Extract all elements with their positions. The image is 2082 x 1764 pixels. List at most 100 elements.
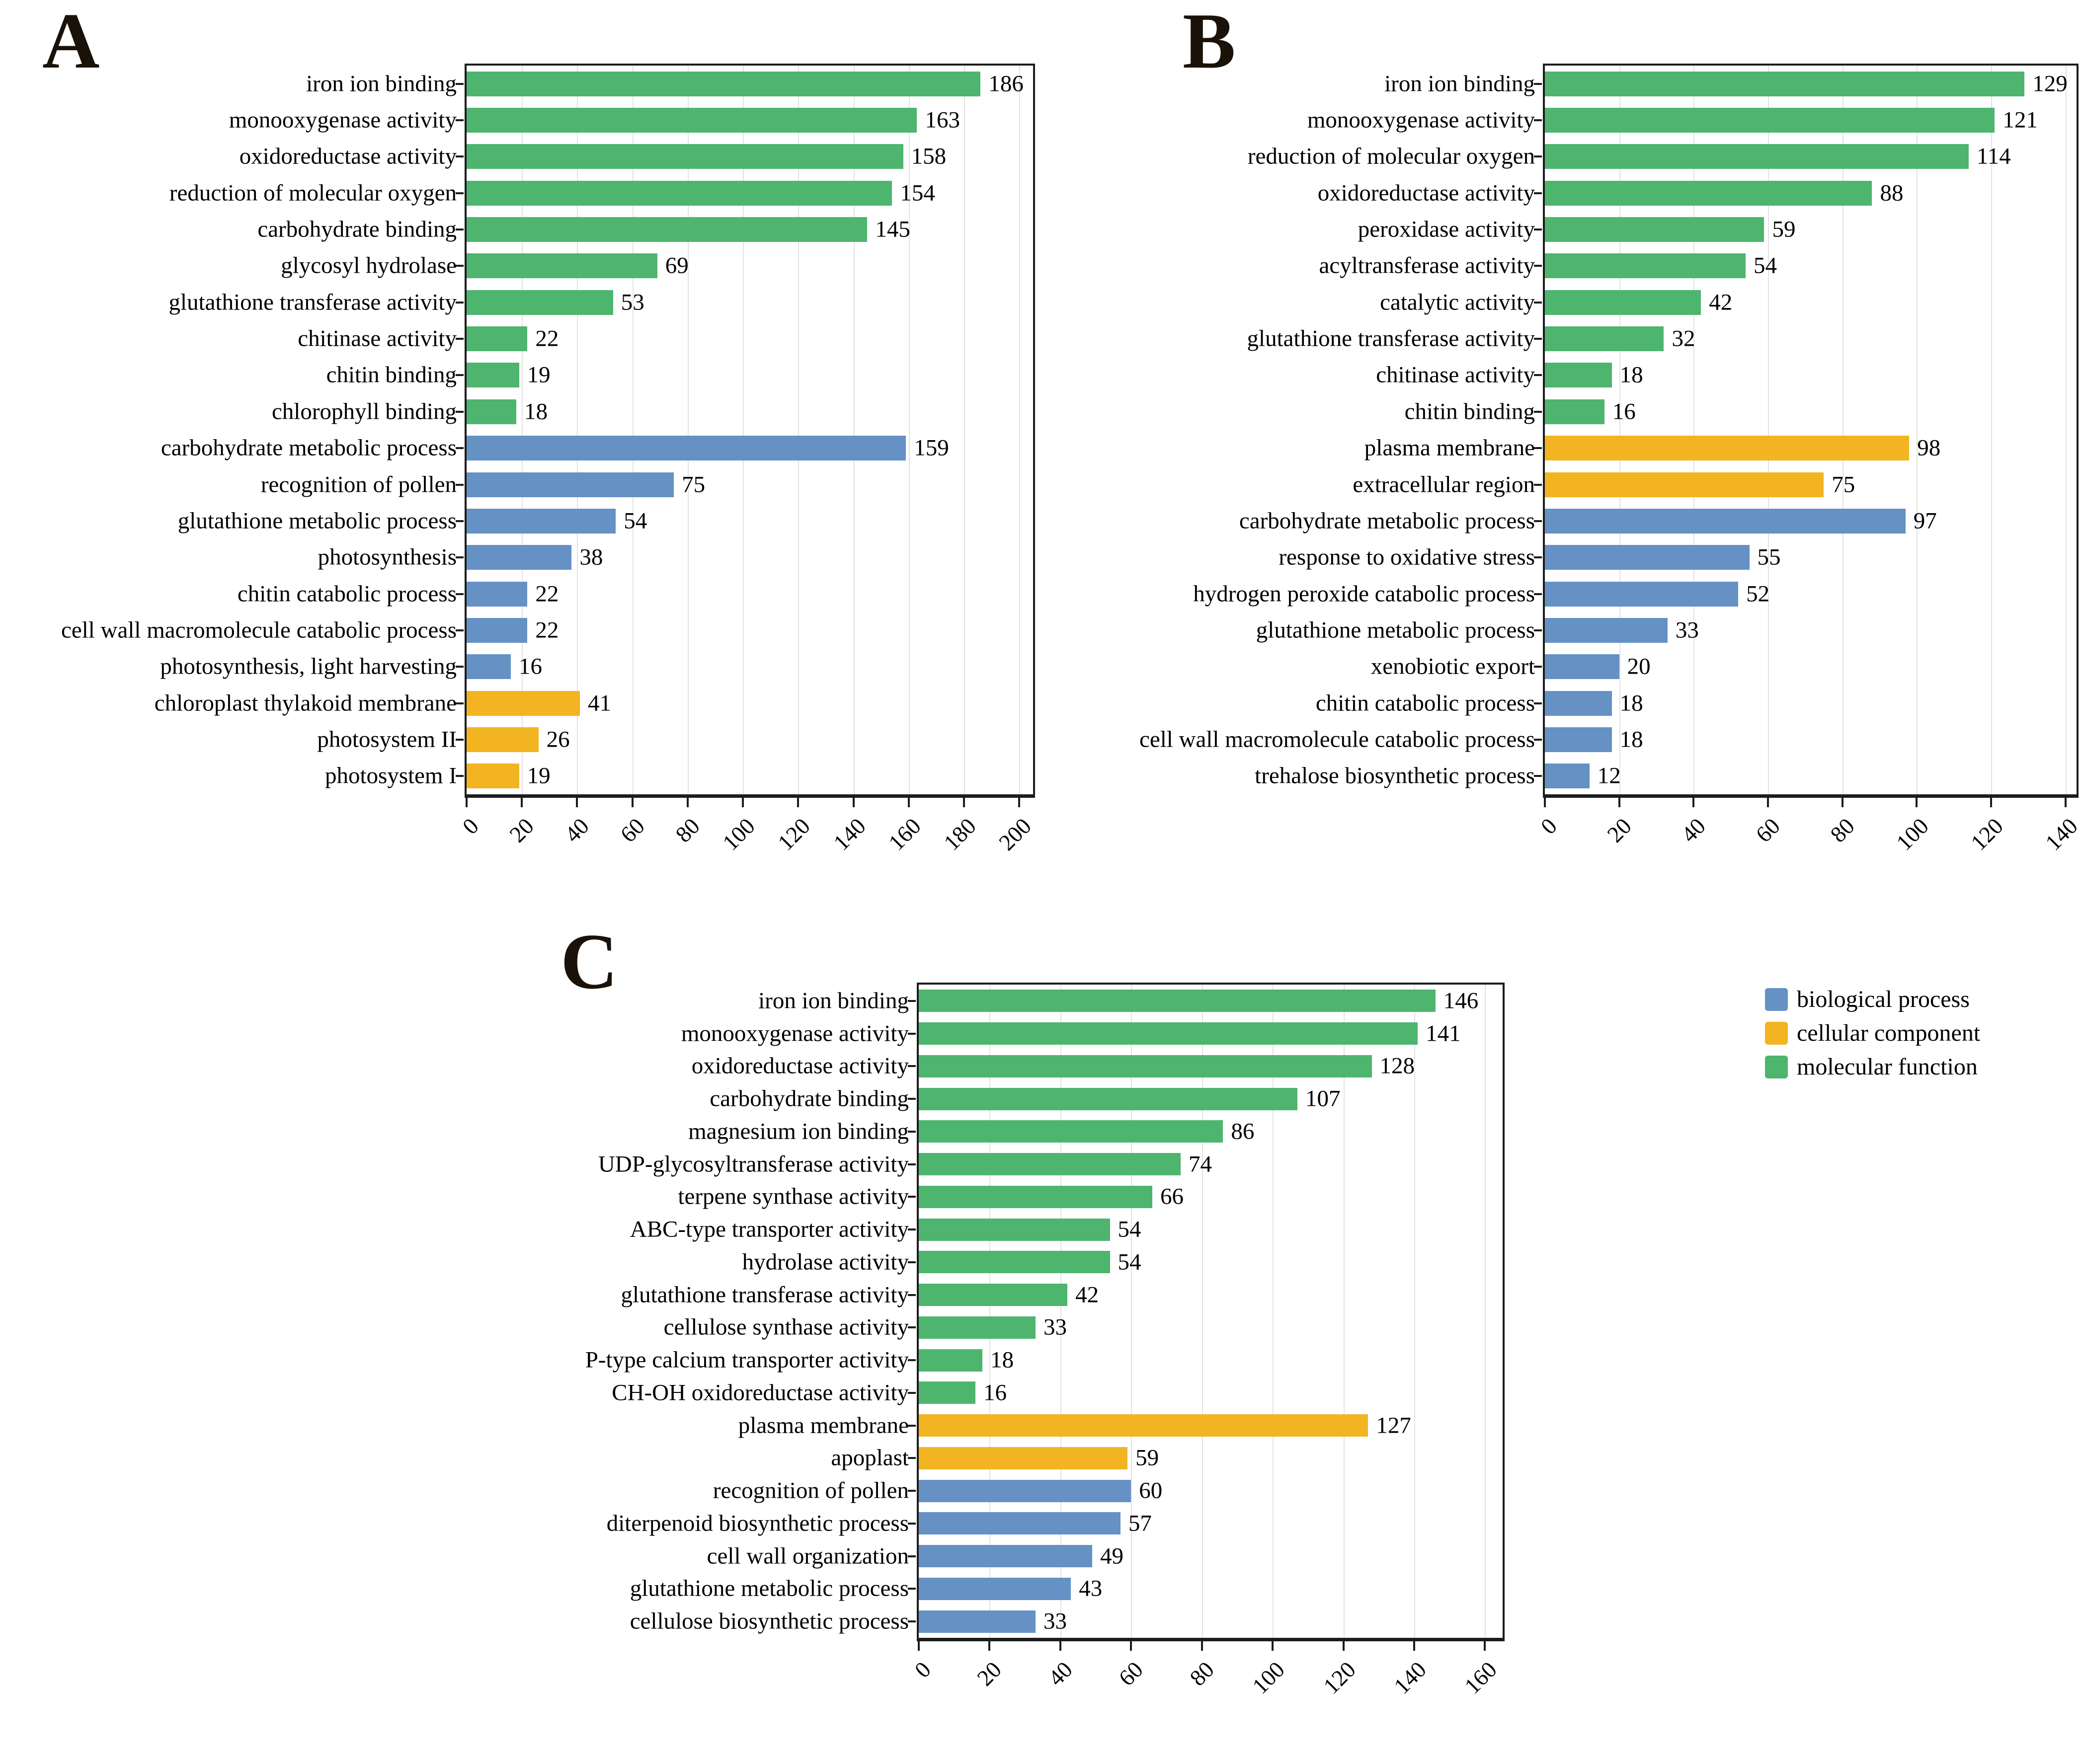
bar-value-label: 22 (535, 325, 559, 352)
bar-chart-panel-c: 0 20 40 60 80 100 120 140 160 146 iron ion binding… (585, 983, 1505, 1699)
x-axis-tick (988, 1638, 991, 1651)
x-axis-tick (1618, 794, 1620, 807)
gridline (1619, 66, 1620, 794)
bar-value-label: 69 (665, 252, 689, 279)
bar (1545, 727, 1612, 752)
y-axis-category-label: plasma membrane (738, 1412, 909, 1439)
bar (1545, 108, 1995, 133)
y-axis-tick (456, 629, 464, 631)
gridline (1693, 66, 1695, 794)
y-axis-tick (908, 1457, 916, 1459)
bar (919, 1055, 1372, 1077)
y-axis-category-label: glutathione metabolic process (630, 1575, 909, 1602)
bar (919, 1316, 1036, 1339)
bar-value-label: 54 (1754, 252, 1777, 279)
gridline (1767, 66, 1769, 794)
bar (467, 545, 572, 570)
legend-label: biological process (1797, 986, 1970, 1012)
y-axis-category-label: recognition of pollen (260, 471, 457, 498)
y-axis-category-label: chitin catabolic process (237, 581, 457, 607)
bar (467, 618, 528, 643)
y-axis-category-label: iron ion binding (758, 988, 909, 1014)
bar-value-label: 98 (1917, 435, 1941, 461)
y-axis-category-label: glycosyl hydrolase (281, 252, 457, 279)
bar-value-label: 53 (621, 289, 644, 315)
bar (919, 1611, 1036, 1633)
bar (1545, 253, 1746, 278)
bar (919, 1578, 1071, 1600)
x-axis-tick-label: 0 (457, 813, 483, 840)
bar (1545, 509, 1906, 534)
x-axis-tick (1766, 794, 1769, 807)
y-axis-tick (1534, 301, 1542, 304)
bar-value-label: 49 (1100, 1543, 1123, 1569)
y-axis-tick (1534, 155, 1542, 158)
y-axis-tick (1534, 666, 1542, 668)
y-axis-category-label: magnesium ion binding (688, 1118, 909, 1145)
bar-value-label: 32 (1672, 325, 1695, 352)
gridline (1343, 985, 1345, 1638)
y-axis-tick (456, 556, 464, 559)
x-axis-tick-label: 20 (504, 813, 539, 847)
y-axis-tick (1534, 119, 1542, 122)
y-axis-category-label: P-type calcium transporter activity (585, 1347, 909, 1373)
y-axis-category-label: recognition of pollen (713, 1477, 909, 1504)
y-axis-category-label: xenobiotic export (1370, 653, 1535, 680)
bar-value-label: 75 (682, 471, 706, 498)
bar (467, 326, 528, 351)
bar-chart-panel-b: 0 20 40 60 80 100 120 140 129 iron ion binding 121… (1139, 64, 2082, 855)
y-axis-category-label: carbohydrate metabolic process (160, 435, 457, 461)
y-axis-category-label: carbohydrate binding (257, 216, 457, 242)
x-axis-tick-label: 180 (939, 813, 981, 855)
bar-value-label: 186 (988, 71, 1024, 97)
x-axis-tick (1916, 794, 1918, 807)
y-axis-category-label: glutathione metabolic process (1256, 617, 1535, 643)
y-axis-tick (908, 1359, 916, 1362)
bar-value-label: 60 (1139, 1477, 1163, 1504)
y-axis-category-label: photosynthesis (318, 544, 457, 570)
y-axis-tick (908, 1065, 916, 1068)
x-axis-tick-label: 100 (718, 813, 760, 855)
bar-value-label: 54 (624, 508, 647, 534)
y-axis-category-label: peroxidase activity (1358, 216, 1535, 242)
bar (467, 181, 892, 206)
y-axis-category-label: cell wall macromolecule catabolic proces… (61, 617, 457, 643)
gridline (522, 66, 523, 794)
y-axis-category-label: ABC-type transporter activity (630, 1216, 909, 1242)
bar-value-label: 33 (1043, 1608, 1067, 1634)
y-axis-tick (456, 192, 464, 194)
y-axis-category-label: glutathione transferase activity (1247, 325, 1535, 352)
y-axis-category-label: cellulose synthase activity (663, 1314, 909, 1340)
gridline (577, 66, 578, 794)
y-axis-tick (456, 265, 464, 267)
y-axis-tick (456, 447, 464, 450)
x-axis-tick-label: 120 (1318, 1656, 1361, 1699)
bar-value-label: 19 (527, 763, 551, 789)
panel-letter-c: C (561, 917, 618, 1005)
x-axis-tick (1059, 1638, 1061, 1651)
y-axis-category-label: chloroplast thylakoid membrane (154, 690, 457, 716)
bar-value-label: 158 (911, 143, 947, 169)
y-axis-category-label: chitinase activity (1376, 362, 1535, 388)
y-axis-tick (908, 1490, 916, 1492)
x-axis-tick-label: 140 (828, 813, 871, 855)
y-axis-tick (456, 119, 464, 122)
bar (1545, 144, 1969, 169)
y-axis-tick (1534, 229, 1542, 231)
x-axis-tick-label: 80 (1185, 1656, 1219, 1691)
bar (467, 727, 539, 752)
x-axis-tick (2064, 794, 2067, 807)
x-axis-tick-label: 120 (773, 813, 815, 855)
y-axis-category-label: response to oxidative stress (1279, 544, 1535, 570)
y-axis-category-label: apoplast (831, 1445, 909, 1471)
bar-value-label: 59 (1772, 216, 1796, 242)
y-axis-tick (456, 155, 464, 158)
bar (1545, 618, 1668, 643)
x-axis-tick-label: 140 (1389, 1656, 1431, 1699)
bar (1545, 363, 1612, 387)
bar (919, 1088, 1297, 1110)
y-axis-tick (1534, 338, 1542, 340)
y-axis-tick (1534, 410, 1542, 413)
y-axis-tick (908, 1424, 916, 1427)
bar (467, 108, 917, 133)
